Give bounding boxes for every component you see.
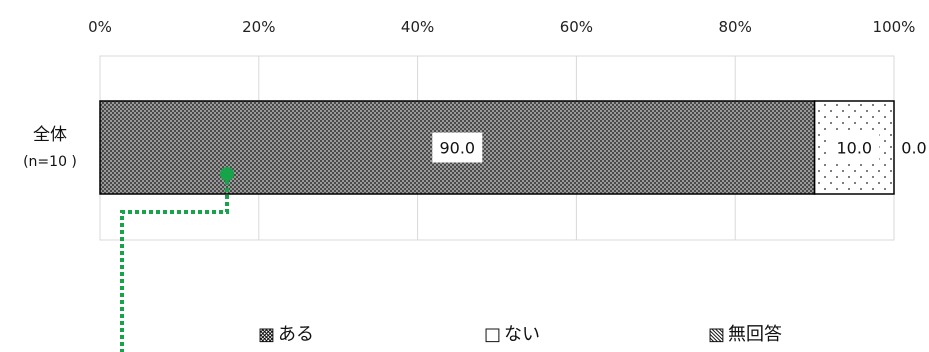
data-label: 90.0 [439,139,475,158]
legend-marker: □ [484,324,501,345]
callout-line [120,174,229,352]
x-tick-label: 80% [719,18,752,36]
legend-label: ない [504,324,540,345]
category-axis: 全体 (n=10 ) [23,125,77,170]
x-tick-label: 60% [560,18,593,36]
bars [99,100,895,195]
x-tick-label: 20% [242,18,275,36]
x-tick-label: 40% [401,18,434,36]
legend-marker: ▩ [258,324,275,345]
x-axis-ticks: 0% 20% 40% 60% 80% 100% [88,18,915,36]
annotation-callout [120,167,234,352]
category-sublabel: (n=10 ) [23,154,77,170]
legend: ▩ ある □ ない ▧ 無回答 [258,324,782,345]
category-label: 全体 [33,125,67,145]
data-labels: 90.0 10.0 0.0 [432,132,927,163]
data-label: 0.0 [901,139,926,158]
x-tick-label: 0% [88,18,112,36]
callout-dot [220,167,234,181]
x-tick-label: 100% [873,18,916,36]
data-label-box [829,132,880,163]
legend-label: 無回答 [728,324,782,345]
data-label: 10.0 [836,139,872,158]
legend-marker: ▧ [708,324,725,345]
data-label-box [432,132,483,163]
legend-label: ある [278,324,314,345]
